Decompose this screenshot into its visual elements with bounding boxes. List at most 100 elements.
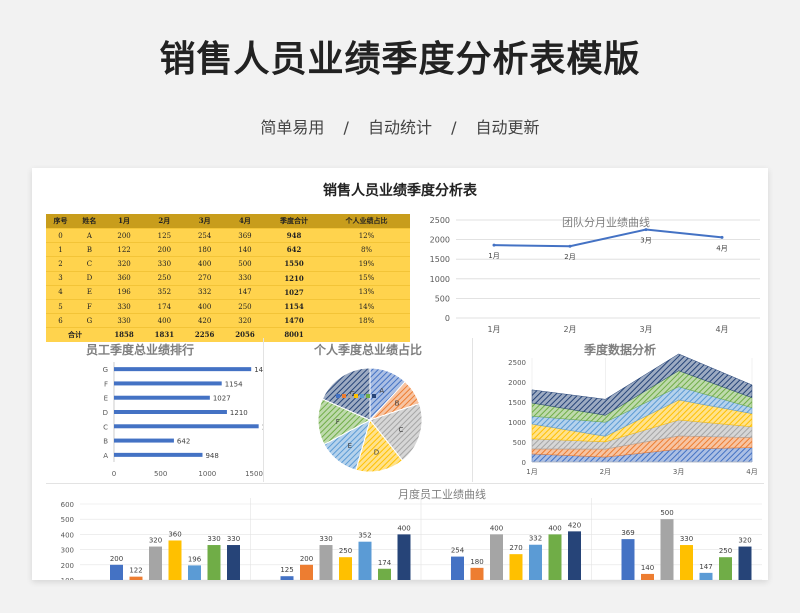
table-cell: 174: [144, 298, 185, 314]
column-bar: [300, 564, 313, 580]
slice-label: A: [379, 387, 384, 395]
x-tick-label: 2月: [563, 325, 576, 334]
y-tick-label: 1000: [508, 419, 526, 427]
table-header-cell: 个人业绩占比: [323, 214, 410, 229]
table-cell: 122: [103, 242, 145, 257]
data-label: 180: [470, 558, 483, 566]
slice-label: C: [398, 426, 403, 434]
column-bar: [699, 572, 713, 580]
data-label: 332: [529, 535, 542, 543]
table-cell: 330: [103, 313, 145, 328]
table-row: 5 F 330 174 400 250 1154 14%: [46, 298, 410, 314]
table-cell: 948: [265, 227, 324, 243]
pie-slice: [369, 402, 423, 462]
data-label: 1154: [225, 380, 243, 388]
table-cell: 250: [144, 270, 185, 286]
x-tick-label: 1月: [487, 325, 500, 334]
table-cell: 2256: [184, 327, 225, 342]
table-header-cell: 姓名: [74, 214, 104, 229]
y-tick-label: 100: [61, 577, 74, 580]
x-tick-label: 4月: [715, 325, 728, 334]
bar: [114, 452, 203, 457]
data-label: 400: [397, 524, 410, 532]
data-label: 369: [621, 529, 634, 537]
y-tick-label: 600: [61, 501, 74, 509]
legend-swatch: [348, 394, 352, 398]
legend-swatch: [336, 394, 340, 398]
table-row: 0 A 200 125 254 369 948 12%: [46, 227, 410, 243]
table-cell: 270: [184, 270, 225, 286]
slice-label: F: [336, 418, 340, 426]
panel-divider: [472, 338, 473, 482]
point-label: 2月: [564, 253, 575, 261]
data-label: 320: [149, 537, 162, 545]
column-bar: [568, 531, 581, 580]
table-row: 1 B 122 200 180 140 642 8%: [46, 242, 410, 257]
column-bar: [680, 545, 693, 580]
legend-swatch: [372, 394, 376, 398]
table-cell: 147: [224, 284, 266, 300]
table-row: 3 D 360 250 270 330 1210 15%: [46, 270, 410, 286]
y-tick-label: 500: [435, 294, 450, 303]
table-cell: 369: [224, 227, 266, 243]
x-tick-label: 1月: [526, 468, 537, 476]
table-cell: 15%: [323, 270, 410, 286]
table-cell: 125: [144, 227, 185, 243]
legend-swatch: [360, 394, 364, 398]
table-cell: 400: [184, 298, 225, 314]
panel-divider: [263, 338, 264, 482]
data-label: 500: [660, 509, 673, 517]
data-point: [720, 235, 724, 239]
chart-title: 团队分月业绩曲线: [562, 215, 650, 229]
table-cell: 1027: [265, 284, 324, 300]
panel-divider: [46, 483, 764, 484]
y-tick-label: 2000: [508, 379, 526, 387]
data-label: 320: [738, 537, 751, 545]
bar: [114, 438, 174, 443]
table-cell: 200: [103, 227, 145, 243]
y-tick-label: 500: [61, 516, 74, 524]
point-label: 1月: [488, 252, 499, 260]
data-label: 174: [378, 559, 392, 567]
table-cell: D: [74, 270, 104, 286]
point-label: 3月: [640, 237, 651, 245]
x-tick-label: 4月: [746, 468, 757, 476]
y-tick-label: 0: [445, 314, 450, 323]
table-cell: 3: [46, 270, 75, 286]
table-cell: 352: [144, 284, 185, 300]
data-label: 140: [641, 564, 654, 572]
table-header-cell: 1月: [103, 214, 145, 229]
table-cell: 1831: [144, 327, 185, 342]
table-cell: [323, 327, 410, 342]
data-label: 196: [188, 555, 202, 563]
data-label: 360: [168, 530, 181, 538]
spreadsheet-card: 销售人员业绩季度分析表 序号 姓名 1月 2月 3月 4月 季度合计 个人业绩占比 0 A 200…: [32, 168, 768, 580]
bar: [114, 410, 227, 414]
column-bar: [227, 545, 240, 580]
data-label: 948: [205, 452, 218, 460]
data-label: 250: [339, 547, 352, 555]
column-bar: [129, 576, 143, 580]
team-monthly-line-chart: 0 500 1000 1500 2000 2500 1月 1月 2月 2月 3月 3月 4月 4月 团队分月…: [430, 215, 760, 334]
data-label: 1470: [254, 366, 264, 374]
data-point: [492, 243, 496, 247]
y-tick-label: 1500: [430, 255, 450, 264]
data-label: 642: [177, 438, 190, 446]
column-bar: [529, 544, 542, 580]
data-label: 125: [280, 566, 293, 574]
table-row: 4 E 196 352 332 147 1027 13%: [46, 284, 410, 300]
data-label: 122: [129, 567, 142, 575]
y-tick-label: B: [103, 438, 108, 446]
table-header-cell: 序号: [46, 214, 75, 229]
table-cell: 18%: [323, 313, 410, 328]
bar: [114, 381, 222, 386]
slice-label: G: [350, 390, 355, 398]
table-cell: 1: [46, 242, 75, 257]
table-cell: 5: [46, 298, 75, 314]
table-cell: 8001: [265, 327, 324, 342]
column-bar: [168, 540, 182, 580]
table-cell: 360: [103, 270, 145, 286]
data-label: 200: [300, 555, 313, 563]
table-row: 6 G 330 400 420 320 1470 18%: [46, 313, 410, 328]
column-bar: [641, 573, 654, 580]
